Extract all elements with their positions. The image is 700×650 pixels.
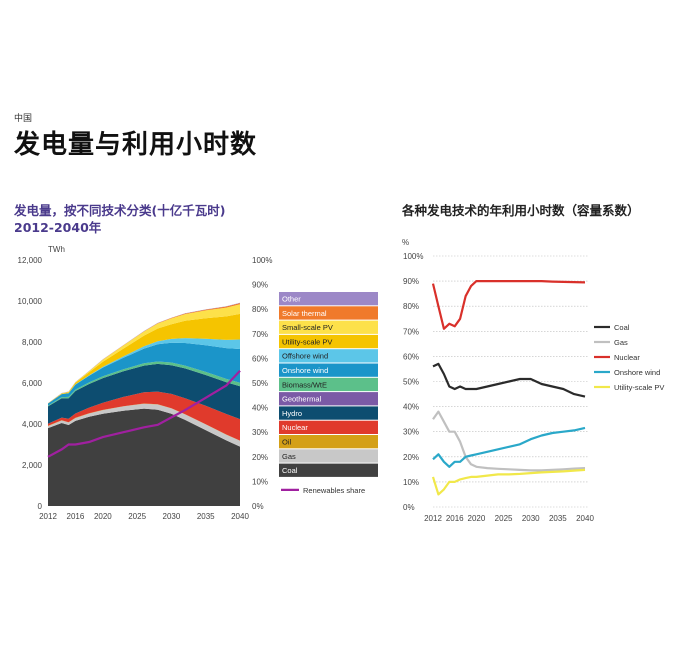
y-tick-label: 10,000 xyxy=(18,297,43,306)
y-tick-label: 70% xyxy=(403,327,419,336)
y-tick-label: 0 xyxy=(38,502,43,511)
legend-swatch-small-scale-pv xyxy=(279,320,378,334)
x-tick-label: 2035 xyxy=(549,514,567,523)
legend-label-onshore-wind: Onshore wind xyxy=(282,366,328,375)
area-gas xyxy=(48,403,240,447)
legend-label-onshore-wind: Onshore wind xyxy=(614,368,660,377)
area-offshore-wind xyxy=(48,338,240,404)
x-tick-label: 2020 xyxy=(94,512,112,521)
area-small-scale-pv xyxy=(48,304,240,404)
line-nuclear xyxy=(431,280,586,330)
y-tick-label: 50% xyxy=(403,378,419,387)
y2-tick-label: 50% xyxy=(252,379,268,388)
y-tick-label: 10% xyxy=(403,478,419,487)
area-biomass-wte xyxy=(48,361,240,407)
x-tick-label: 2025 xyxy=(495,514,513,523)
legend-swatch-coal xyxy=(279,463,378,477)
y-tick-label: 90% xyxy=(403,277,419,286)
y-axis-label: TWh xyxy=(48,245,65,254)
y-tick-label: 4,000 xyxy=(22,420,43,429)
y-tick-label: 0% xyxy=(403,503,415,512)
legend-label-oil: Oil xyxy=(282,438,292,447)
y2-tick-label: 100% xyxy=(252,256,272,265)
y-axis-label: % xyxy=(402,238,409,247)
y-tick-label: 80% xyxy=(403,302,419,311)
x-tick-label: 2040 xyxy=(231,512,249,521)
page-title: 发电量与利用小时数 xyxy=(14,130,258,160)
y-tick-label: 40% xyxy=(403,403,419,412)
y-tick-label: 20% xyxy=(403,453,419,462)
legend-swatch-oil xyxy=(279,435,378,449)
x-tick-label: 2040 xyxy=(576,514,594,523)
legend-swatch-gas xyxy=(279,449,378,463)
line-onshore-wind xyxy=(432,426,586,468)
legend-label-gas: Gas xyxy=(282,452,296,461)
area-utility-scale-pv xyxy=(48,313,240,404)
x-tick-label: 2012 xyxy=(424,514,442,523)
legend-label-renewables-share: Renewables share xyxy=(303,486,365,495)
area-hydro xyxy=(48,363,240,424)
legend-swatch-onshore-wind xyxy=(279,363,378,377)
x-tick-label: 2016 xyxy=(446,514,464,523)
legend-label-other: Other xyxy=(282,295,301,304)
line-utility-scale-pv xyxy=(431,468,586,496)
legend-label-coal: Coal xyxy=(282,466,298,475)
y-tick-label: 100% xyxy=(403,252,423,261)
legend-label-solar-thermal: Solar thermal xyxy=(282,309,327,318)
y2-tick-label: 40% xyxy=(252,404,268,413)
left-chart-title: 发电量，按不同技术分类(十亿千瓦时) xyxy=(14,203,226,218)
x-tick-label: 2020 xyxy=(468,514,486,523)
y2-tick-label: 20% xyxy=(252,453,268,462)
legend-label-nuclear: Nuclear xyxy=(614,353,640,362)
legend-swatch-nuclear xyxy=(279,420,378,434)
legend-swatch-other xyxy=(279,292,378,306)
legend-label-offshore-wind: Offshore wind xyxy=(282,352,328,361)
y-tick-label: 60% xyxy=(403,352,419,361)
x-tick-label: 2030 xyxy=(163,512,181,521)
left-chart-subtitle: 2012-2040年 xyxy=(14,220,102,235)
x-tick-label: 2016 xyxy=(67,512,85,521)
x-tick-label: 2012 xyxy=(39,512,57,521)
legend-swatch-utility-scale-pv xyxy=(279,334,378,349)
area-coal xyxy=(48,408,240,506)
line-coal xyxy=(432,362,586,398)
y2-tick-label: 90% xyxy=(252,281,268,290)
y-tick-label: 12,000 xyxy=(18,256,43,265)
renewables-share-line xyxy=(47,369,241,458)
y2-tick-label: 0% xyxy=(252,502,264,511)
y2-tick-label: 70% xyxy=(252,330,268,339)
legend-swatch-geothermal xyxy=(279,392,378,406)
legend-swatch-offshore-wind xyxy=(279,349,378,363)
y2-tick-label: 10% xyxy=(252,477,268,486)
legend-swatch-solar-thermal xyxy=(279,306,378,320)
line-gas xyxy=(432,410,586,472)
legend-label-coal: Coal xyxy=(614,323,630,332)
legend-label-nuclear: Nuclear xyxy=(282,423,308,432)
x-tick-label: 2025 xyxy=(128,512,146,521)
y-tick-label: 2,000 xyxy=(22,461,43,470)
legend-swatch-biomass-wte xyxy=(279,377,378,392)
legend-label-utility-scale-pv: Utility-scale PV xyxy=(282,337,332,346)
area-nuclear xyxy=(48,391,240,441)
legend-label-geothermal: Geothermal xyxy=(282,395,322,404)
region-label: 中国 xyxy=(14,114,33,124)
area-onshore-wind xyxy=(48,342,240,406)
legend-label-small-scale-pv: Small-scale PV xyxy=(282,323,333,332)
y-tick-label: 8,000 xyxy=(22,338,43,347)
x-tick-label: 2035 xyxy=(197,512,215,521)
legend-label-utility-scale-pv: Utility-scale PV xyxy=(614,383,664,392)
generation-stacked-area-chart: TWh 0 2,000 4,000 6,000 8,000 10,000 12,000 0% 10… xyxy=(18,245,378,521)
y2-tick-label: 30% xyxy=(252,428,268,437)
y2-tick-label: 80% xyxy=(252,305,268,314)
legend-label-gas: Gas xyxy=(614,338,628,347)
right-chart-title: 各种发电技术的年利用小时数（容量系数） xyxy=(402,203,640,218)
y2-tick-label: 60% xyxy=(252,354,268,363)
legend-swatch-hydro xyxy=(279,406,378,420)
x-tick-label: 2030 xyxy=(522,514,540,523)
y-tick-label: 6,000 xyxy=(22,379,43,388)
legend-label-hydro: Hydro xyxy=(282,409,302,418)
y-tick-label: 30% xyxy=(403,428,419,437)
capacity-factor-line-chart: % 0% 10% 20% 30% 40% 50% 60% 70% 80% 90% 100% 2012 20… xyxy=(402,238,664,523)
legend-label-biomass-wte: Biomass/WtE xyxy=(282,380,327,389)
